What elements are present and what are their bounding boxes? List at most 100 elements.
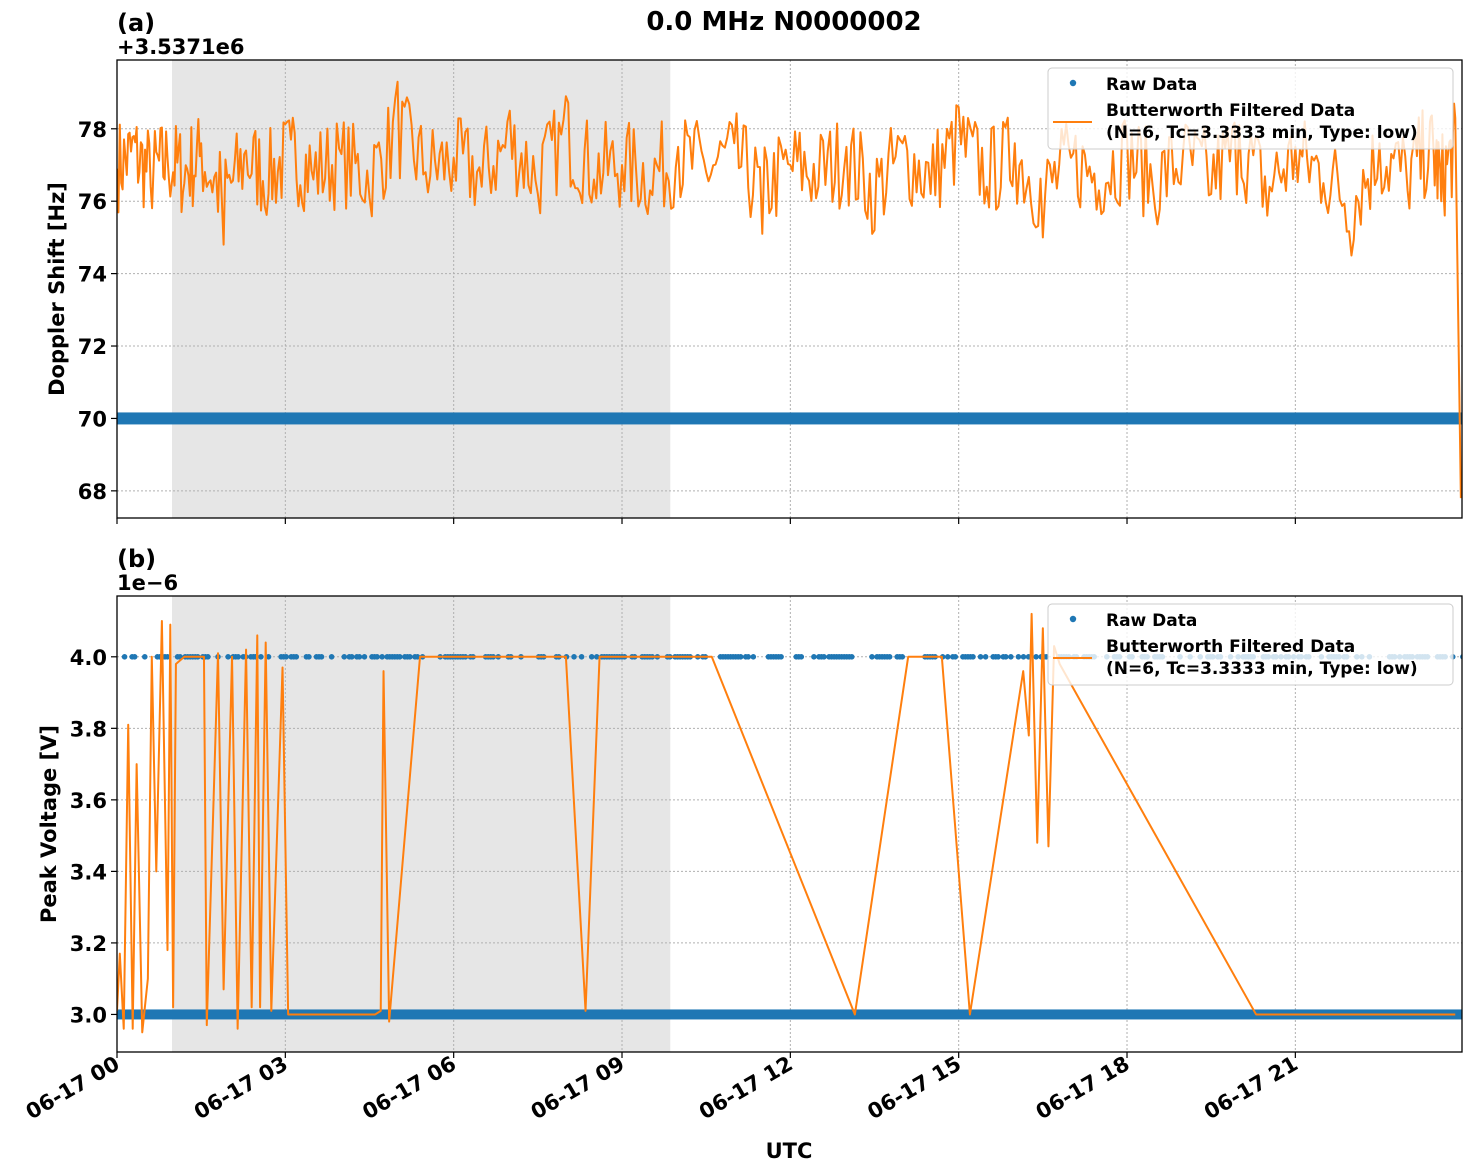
raw-data-point — [1460, 654, 1462, 660]
raw-data-point — [886, 654, 893, 660]
x-tick-label: 06-17 00 — [22, 1052, 124, 1125]
raw-data-point — [750, 654, 757, 660]
figure-title: 0.0 MHz N0000002 — [646, 7, 921, 37]
panel-b-offset-label: 1e−6 — [117, 571, 178, 595]
raw-data-point — [848, 654, 855, 660]
y-tick-label: 3.6 — [70, 789, 107, 813]
raw-data-point — [164, 654, 171, 660]
legend-filtered-label: Butterworth Filtered Data — [1106, 637, 1355, 657]
raw-data-point — [977, 654, 984, 660]
legend-filtered-params: (N=6, Tc=3.3333 min, Type: low) — [1106, 659, 1418, 679]
x-tick-label: 06-17 03 — [190, 1052, 292, 1125]
raw-data-point — [970, 654, 976, 660]
filtered-data-line — [117, 612, 1456, 1034]
raw-data-point — [821, 654, 827, 660]
legend-box — [1047, 603, 1454, 686]
raw-data-point — [414, 654, 421, 660]
raw-data-point — [899, 654, 906, 660]
raw-data-point — [235, 654, 242, 660]
panel-a: (a) +3.5371e6 Doppler Shift [Hz] 68 70 72 7… — [45, 9, 1463, 524]
raw-data-point — [982, 654, 989, 660]
raw-data-point — [341, 654, 348, 660]
y-tick-label: 3.8 — [70, 717, 107, 741]
raw-data-point — [1033, 654, 1039, 660]
raw-data-point — [869, 654, 875, 660]
y-tick-label: 3.0 — [70, 1003, 107, 1027]
legend: Raw Data Butterworth Filtered Data(N=6, T… — [1047, 603, 1454, 686]
raw-data-point — [407, 654, 413, 660]
raw-data-point — [1008, 654, 1014, 660]
legend-filtered-label: Butterworth Filtered Data — [1106, 101, 1355, 121]
panel-a-label: (a) — [117, 9, 155, 37]
raw-data-point — [745, 654, 752, 660]
raw-data-point — [374, 654, 380, 660]
x-tick-label: 06-17 12 — [695, 1052, 797, 1125]
raw-data-point — [588, 654, 595, 660]
raw-data-point — [1003, 654, 1009, 660]
panel-b-ylabel: Peak Voltage [V] — [37, 725, 61, 923]
raw-data-band-low — [117, 1009, 1462, 1020]
raw-data-point — [283, 654, 289, 660]
raw-data-point — [131, 654, 138, 660]
raw-data-point — [1015, 654, 1022, 660]
legend-filtered-params: (N=6, Tc=3.3333 min, Type: low) — [1106, 123, 1418, 143]
legend-raw-marker — [1069, 79, 1077, 87]
raw-data-point — [737, 654, 744, 660]
panel-a-ylabel: Doppler Shift [Hz] — [45, 182, 69, 396]
raw-data-point — [205, 654, 211, 660]
raw-data-point — [995, 654, 1002, 660]
axes-frame — [116, 595, 1463, 1053]
y-tick-label: 3.2 — [70, 932, 107, 956]
raw-data-point — [141, 654, 148, 660]
raw-data-point — [318, 654, 325, 660]
raw-data-point — [361, 654, 368, 660]
raw-data-band — [117, 412, 1462, 425]
y-tick-label: 72 — [78, 335, 107, 359]
axes-frame — [116, 59, 1463, 519]
raw-data-point — [397, 654, 403, 660]
y-tick-label: 74 — [78, 263, 107, 287]
x-axis-label: UTC — [766, 1139, 813, 1163]
raw-data-point — [306, 654, 312, 660]
y-tick-label: 4.0 — [70, 646, 107, 670]
raw-data-point — [593, 654, 600, 660]
raw-data-point — [944, 654, 951, 660]
panel-a-plot-area: 68 70 72 74 76 78 Raw Data Butterworth Filtered… — [78, 59, 1463, 524]
raw-data-point — [225, 654, 231, 660]
raw-data-point — [265, 654, 272, 660]
x-tick-label: 06-17 18 — [1032, 1052, 1134, 1125]
x-tick-label: 06-17 09 — [527, 1052, 629, 1125]
y-tick-label: 76 — [78, 190, 107, 214]
x-tick-label: 06-17 15 — [863, 1052, 965, 1125]
raw-data-point — [571, 654, 577, 660]
raw-data-point — [798, 654, 805, 660]
x-tick-label: 06-17 06 — [358, 1052, 460, 1125]
legend: Raw Data Butterworth Filtered Data(N=6, T… — [1047, 67, 1454, 150]
legend-raw-marker — [1069, 615, 1077, 623]
y-tick-label: 3.4 — [70, 860, 107, 884]
raw-data-point — [258, 654, 264, 660]
raw-data-point — [356, 654, 363, 660]
raw-data-point — [349, 654, 355, 660]
raw-data-point — [293, 654, 300, 660]
raw-data-point — [1020, 654, 1027, 660]
panel-a-offset-label: +3.5371e6 — [117, 35, 245, 59]
raw-data-point — [379, 654, 385, 660]
y-tick-label: 68 — [78, 480, 107, 504]
y-tick-label: 70 — [78, 407, 107, 431]
raw-data-point — [778, 654, 784, 660]
raw-data-point — [578, 654, 585, 660]
y-tick-label: 78 — [78, 118, 107, 142]
panel-b: (b) 1e−6 Peak Voltage [V] 3.03.23.43.63.… — [37, 545, 1463, 1058]
panel-b-label: (b) — [117, 545, 156, 573]
panel-b-plot-area: 3.0 3.2 3.4 3.6 3.8 4.0 Raw Data Butterworth Fi… — [70, 595, 1463, 1058]
raw-data-point — [811, 654, 817, 660]
raw-data-point — [121, 654, 128, 660]
raw-data-point — [328, 654, 335, 660]
x-tick-labels: 06-17 00 06-17 03 06-17 06 06-17 09 06-17 12… — [22, 1052, 1302, 1125]
legend-raw-label: Raw Data — [1106, 611, 1197, 631]
legend-box — [1047, 67, 1454, 150]
raw-data-point — [952, 654, 959, 660]
x-tick-label: 06-17 21 — [1200, 1052, 1302, 1125]
